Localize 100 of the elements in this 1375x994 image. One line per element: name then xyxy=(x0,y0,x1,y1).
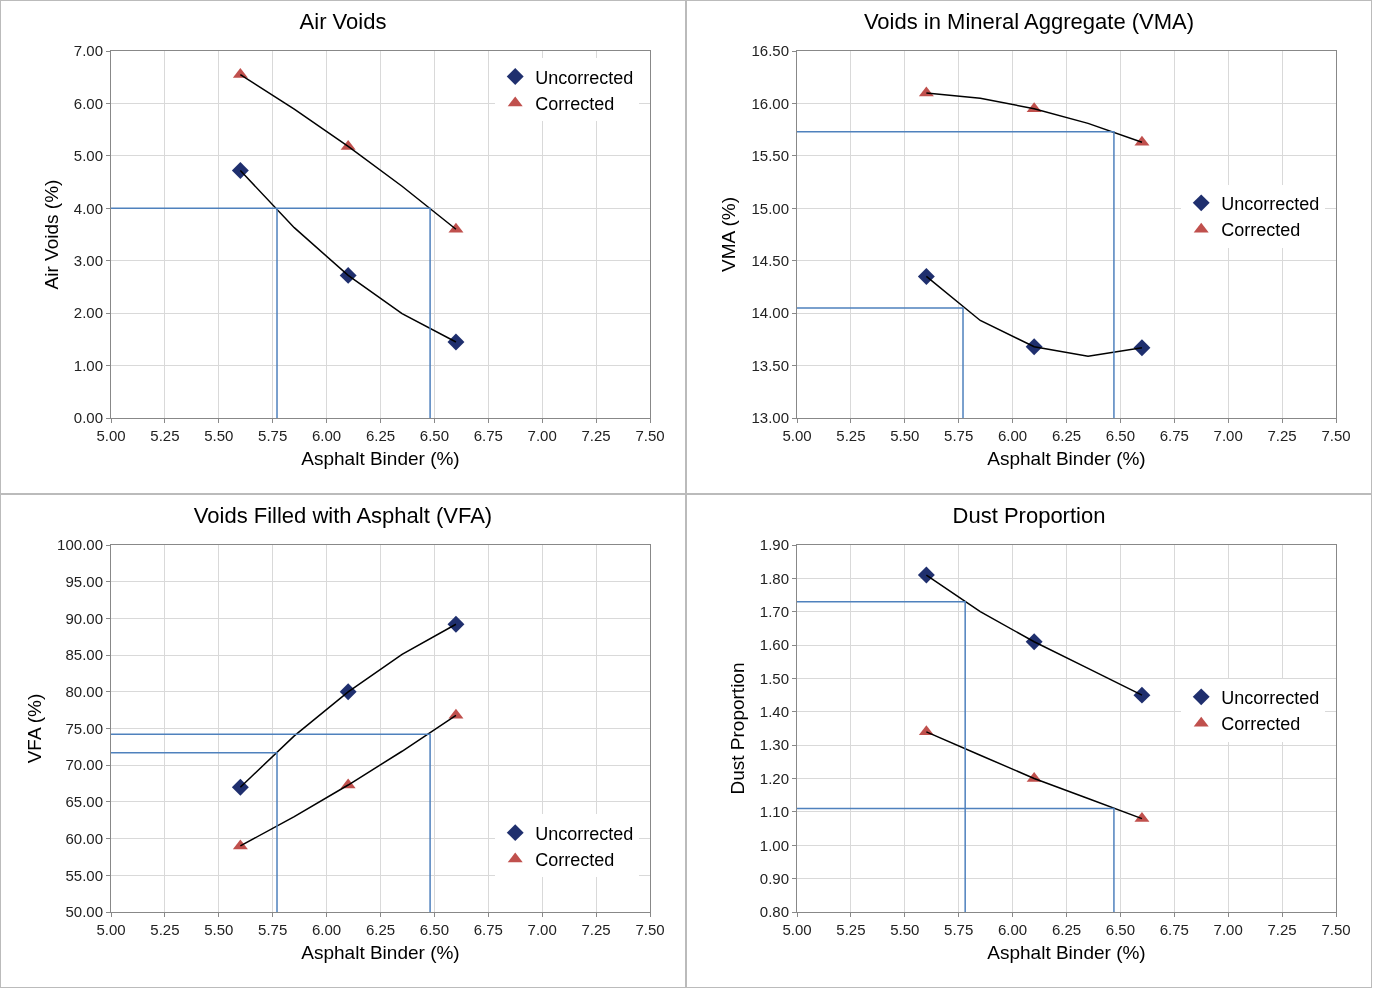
y-tick-label: 55.00 xyxy=(65,866,103,884)
x-tick-label: 5.25 xyxy=(150,427,180,444)
x-tick-label: 5.25 xyxy=(836,921,866,938)
x-axis-title: Asphalt Binder (%) xyxy=(987,447,1146,469)
x-tick-label: 5.00 xyxy=(96,427,126,444)
x-axis-title: Asphalt Binder (%) xyxy=(301,447,460,469)
x-axis-title: Asphalt Binder (%) xyxy=(301,941,460,963)
x-tick-label: 5.75 xyxy=(944,921,974,938)
x-tick-label: 6.75 xyxy=(1159,427,1189,444)
y-tick-label: 80.00 xyxy=(65,683,103,701)
x-tick-label: 5.00 xyxy=(782,427,812,444)
x-tick-label: 7.25 xyxy=(581,427,611,444)
y-tick-label: 60.00 xyxy=(65,829,103,847)
y-tick-label: 50.00 xyxy=(65,903,103,921)
y-tick-label: 16.50 xyxy=(751,42,789,60)
chart-title: Voids Filled with Asphalt (VFA) xyxy=(193,502,493,528)
legend-label: Uncorrected xyxy=(535,823,634,844)
x-tick-label: 5.50 xyxy=(890,921,920,938)
y-tick-label: 95.00 xyxy=(65,572,103,590)
chart-title: Dust Proportion xyxy=(952,502,1106,528)
y-tick-label: 1.30 xyxy=(759,736,789,754)
y-tick-label: 70.00 xyxy=(65,756,103,774)
y-tick-label: 1.80 xyxy=(759,569,789,587)
x-tick-label: 5.50 xyxy=(204,921,234,938)
y-axis-title: Air Voids (%) xyxy=(40,179,62,290)
point xyxy=(1133,686,1151,704)
y-tick-label: 65.00 xyxy=(65,793,103,811)
x-tick-label: 5.50 xyxy=(204,427,234,444)
point xyxy=(231,162,249,179)
legend-label: Uncorrected xyxy=(1221,193,1320,214)
legend-label: Corrected xyxy=(1221,714,1301,735)
y-tick-label: 1.60 xyxy=(759,636,789,654)
y-tick-label: 1.00 xyxy=(759,836,789,854)
y-tick-label: 85.00 xyxy=(65,646,103,664)
x-tick-label: 6.75 xyxy=(1159,921,1189,938)
legend-label: Corrected xyxy=(1221,220,1301,241)
y-axis-title: VFA (%) xyxy=(23,693,45,764)
x-tick-label: 5.75 xyxy=(944,427,974,444)
x-tick-label: 6.50 xyxy=(419,427,449,444)
y-tick-label: 2.00 xyxy=(73,304,103,322)
x-tick-label: 5.00 xyxy=(782,921,812,938)
y-tick-label: 1.90 xyxy=(759,536,789,554)
x-tick-label: 6.25 xyxy=(1051,427,1082,444)
point xyxy=(447,615,465,633)
x-tick-label: 6.00 xyxy=(998,427,1028,444)
y-tick-label: 15.50 xyxy=(751,147,789,165)
point xyxy=(1133,339,1151,357)
y-tick-label: 75.00 xyxy=(65,719,103,737)
legend-label: Corrected xyxy=(535,93,615,114)
x-tick-label: 5.00 xyxy=(96,921,126,938)
legend-label: Uncorrected xyxy=(535,67,634,88)
y-tick-label: 3.00 xyxy=(73,251,103,269)
x-tick-label: 5.25 xyxy=(150,921,180,938)
x-tick-label: 7.25 xyxy=(1267,921,1297,938)
x-tick-label: 7.00 xyxy=(1213,427,1243,444)
x-tick-label: 6.50 xyxy=(1105,427,1135,444)
point xyxy=(917,267,935,285)
y-tick-label: 100.00 xyxy=(57,536,103,554)
y-axis-title: VMA (%) xyxy=(718,197,740,272)
x-tick-label: 6.75 xyxy=(473,921,503,938)
x-tick-label: 7.25 xyxy=(1267,427,1297,444)
legend-label: Uncorrected xyxy=(1221,687,1320,708)
x-tick-label: 6.25 xyxy=(1051,921,1082,938)
y-tick-label: 1.10 xyxy=(759,803,789,821)
chart-title: Voids in Mineral Aggregate (VMA) xyxy=(863,8,1195,34)
y-tick-label: 5.00 xyxy=(73,147,103,165)
legend-label: Corrected xyxy=(535,850,615,871)
x-tick-label: 7.50 xyxy=(635,921,665,938)
x-tick-label: 7.50 xyxy=(1321,427,1351,444)
x-tick-label: 5.25 xyxy=(836,427,866,444)
point xyxy=(447,333,465,351)
x-tick-label: 6.25 xyxy=(365,427,396,444)
y-tick-label: 0.80 xyxy=(759,903,789,921)
point xyxy=(917,566,935,584)
x-tick-label: 5.75 xyxy=(258,427,288,444)
y-tick-label: 90.00 xyxy=(65,609,103,627)
x-tick-label: 6.50 xyxy=(419,921,449,938)
chart-title: Air Voids xyxy=(299,8,387,34)
x-tick-label: 7.25 xyxy=(581,921,611,938)
x-tick-label: 7.00 xyxy=(1213,921,1243,938)
x-tick-label: 7.00 xyxy=(527,427,557,444)
x-tick-label: 7.00 xyxy=(527,921,557,938)
x-tick-label: 6.00 xyxy=(312,921,342,938)
x-tick-label: 6.25 xyxy=(365,921,396,938)
y-tick-label: 1.20 xyxy=(759,769,789,787)
y-tick-label: 1.70 xyxy=(759,602,789,620)
y-tick-label: 4.00 xyxy=(73,199,103,217)
y-tick-label: 13.50 xyxy=(751,356,789,374)
y-tick-label: 0.90 xyxy=(759,869,789,887)
x-tick-label: 5.50 xyxy=(890,427,920,444)
x-tick-label: 6.75 xyxy=(473,427,503,444)
y-tick-label: 1.50 xyxy=(759,669,789,687)
y-tick-label: 13.00 xyxy=(751,409,789,427)
point xyxy=(231,778,249,796)
x-tick-label: 6.00 xyxy=(998,921,1028,938)
y-tick-label: 14.00 xyxy=(751,304,789,322)
y-tick-label: 16.00 xyxy=(751,94,789,112)
x-tick-label: 6.50 xyxy=(1105,921,1135,938)
y-tick-label: 6.00 xyxy=(73,94,103,112)
y-tick-label: 1.00 xyxy=(73,356,103,374)
